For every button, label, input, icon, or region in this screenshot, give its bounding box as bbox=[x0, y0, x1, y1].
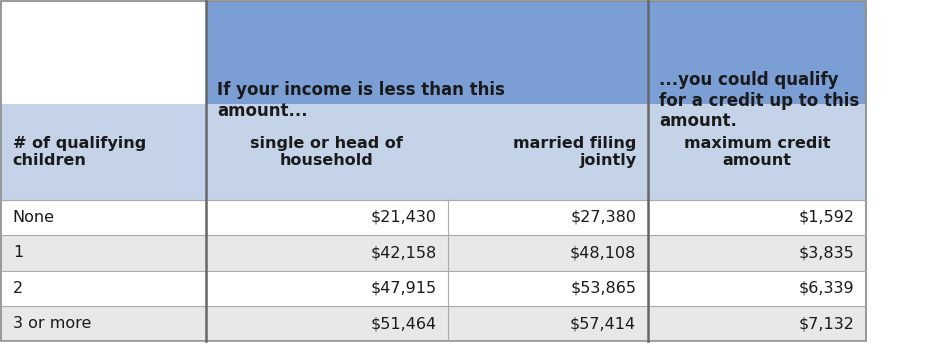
Bar bbox=[206, 200, 447, 235]
Bar bbox=[447, 306, 646, 341]
Bar bbox=[206, 271, 447, 306]
Bar bbox=[206, 235, 447, 271]
Text: # of qualifying
children: # of qualifying children bbox=[12, 136, 146, 168]
Text: $3,835: $3,835 bbox=[798, 245, 854, 260]
Text: $48,108: $48,108 bbox=[569, 245, 636, 260]
Bar bbox=[447, 271, 646, 306]
Bar bbox=[646, 271, 865, 306]
Bar bbox=[447, 235, 646, 271]
Text: $47,915: $47,915 bbox=[370, 281, 436, 296]
Text: $57,414: $57,414 bbox=[569, 316, 636, 331]
Bar bbox=[1, 271, 206, 306]
Text: $21,430: $21,430 bbox=[370, 210, 436, 225]
Bar bbox=[206, 104, 447, 200]
Text: $42,158: $42,158 bbox=[370, 245, 436, 260]
Text: 1: 1 bbox=[12, 245, 23, 260]
Text: single or head of
household: single or head of household bbox=[250, 136, 403, 168]
Bar bbox=[206, 306, 447, 341]
Bar bbox=[646, 104, 865, 200]
Bar bbox=[1, 104, 206, 200]
Text: None: None bbox=[12, 210, 54, 225]
Bar bbox=[1, 200, 206, 235]
Text: 2: 2 bbox=[12, 281, 23, 296]
Bar bbox=[206, 1, 646, 200]
Text: maximum credit
amount: maximum credit amount bbox=[683, 136, 829, 168]
Text: 3 or more: 3 or more bbox=[12, 316, 91, 331]
Bar bbox=[1, 306, 206, 341]
Bar bbox=[646, 306, 865, 341]
Text: $27,380: $27,380 bbox=[569, 210, 636, 225]
Text: married filing
jointly: married filing jointly bbox=[512, 136, 636, 168]
Text: $51,464: $51,464 bbox=[370, 316, 436, 331]
Bar bbox=[1, 235, 206, 271]
Bar bbox=[447, 104, 646, 200]
Bar bbox=[447, 200, 646, 235]
Bar bbox=[1, 1, 206, 200]
Text: ...you could qualify
for a credit up to this
amount.: ...you could qualify for a credit up to … bbox=[658, 71, 859, 130]
Bar bbox=[646, 200, 865, 235]
Text: $7,132: $7,132 bbox=[798, 316, 854, 331]
Text: If your income is less than this
amount...: If your income is less than this amount.… bbox=[217, 81, 505, 120]
Text: $1,592: $1,592 bbox=[798, 210, 854, 225]
Bar bbox=[646, 235, 865, 271]
Text: $53,865: $53,865 bbox=[569, 281, 636, 296]
Text: $6,339: $6,339 bbox=[798, 281, 854, 296]
Bar bbox=[646, 1, 865, 200]
